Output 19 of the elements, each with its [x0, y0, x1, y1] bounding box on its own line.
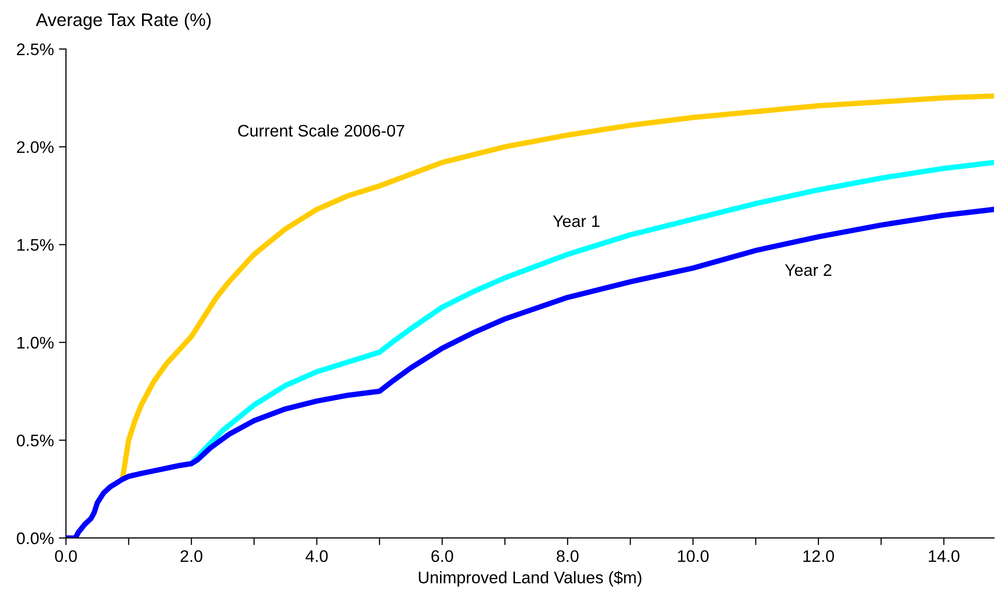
- x-tick-label: 14.0: [928, 550, 960, 562]
- y-tick-label: 0.5%: [16, 434, 54, 446]
- y-axis-title: Average Tax Rate (%): [36, 12, 211, 30]
- x-tick-label: 6.0: [431, 550, 454, 562]
- x-tick-label: 0.0: [55, 550, 77, 562]
- x-tick-label: 2.0: [180, 550, 202, 562]
- x-axis-title: Unimproved Land Values ($m): [418, 570, 642, 587]
- y-tick-label: 2.0%: [17, 141, 54, 154]
- y-tick-label: 1.5%: [17, 239, 54, 251]
- y-tick-label: 1.0%: [17, 336, 54, 349]
- x-tick-label: 10.0: [678, 550, 709, 562]
- series-label: Year 1: [552, 215, 600, 228]
- y-tick-label: 2.5%: [17, 43, 54, 56]
- y-tick-label: 0.0%: [16, 532, 54, 544]
- series-label: Year 2: [784, 264, 832, 276]
- text: Current Scale 2006-07: [238, 124, 404, 137]
- x-tick-label: 8.0: [556, 550, 579, 562]
- x-tick-label: 4.0: [306, 550, 328, 562]
- x-tick-label: 12.0: [803, 550, 834, 562]
